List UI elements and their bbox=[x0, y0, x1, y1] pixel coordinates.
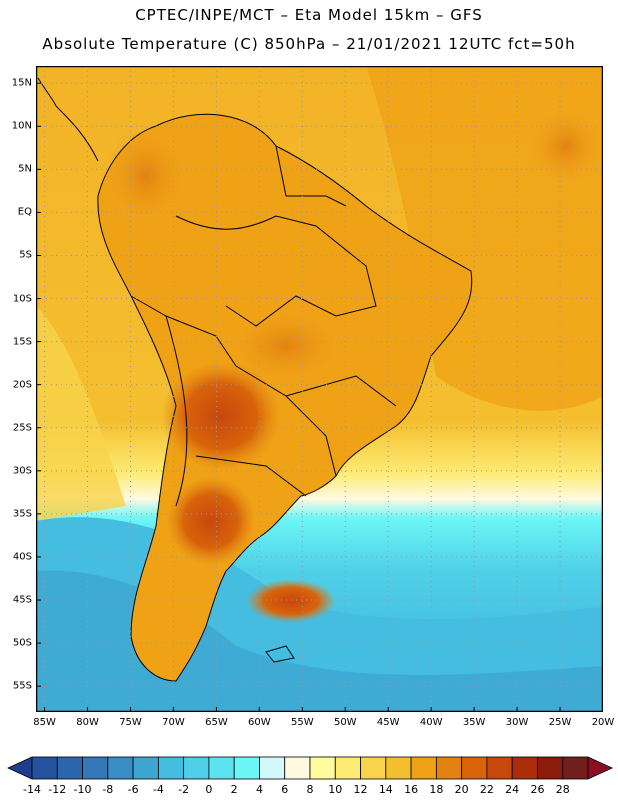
colorbar-swatch bbox=[284, 756, 311, 780]
lon-tick-label: 60W bbox=[248, 717, 271, 728]
colorbar-swatch bbox=[309, 756, 336, 780]
colorbar-label: 24 bbox=[505, 783, 520, 796]
temperature-map bbox=[36, 66, 603, 712]
lon-tick-label: 25W bbox=[548, 717, 572, 728]
colorbar-swatch bbox=[461, 756, 488, 780]
colorbar-swatch bbox=[562, 756, 589, 780]
colorbar-label: -10 bbox=[73, 783, 92, 796]
lat-tick-label: 25S bbox=[12, 422, 32, 434]
lat-tick-label: 15N bbox=[11, 77, 32, 89]
colorbar-label: 0 bbox=[205, 783, 213, 796]
colorbar-swatch bbox=[233, 756, 260, 780]
colorbar-swatch bbox=[82, 756, 109, 780]
colorbar-label: 22 bbox=[479, 783, 494, 796]
colorbar-swatch bbox=[385, 756, 412, 780]
lon-tick-label: 65W bbox=[205, 717, 228, 728]
lat-tick-label: 30S bbox=[12, 465, 32, 477]
colorbar-label: 8 bbox=[306, 783, 314, 796]
lat-tick-label: 5N bbox=[18, 163, 32, 175]
lat-tick-label: 35S bbox=[12, 508, 32, 520]
colorbar-label: -2 bbox=[178, 783, 190, 796]
map-canvas bbox=[36, 66, 603, 712]
lat-tick-label: 10S bbox=[12, 293, 32, 305]
lat-tick-label: 20S bbox=[12, 379, 32, 391]
hot-core-argentina bbox=[166, 476, 256, 566]
lat-tick-label: EQ bbox=[17, 206, 32, 218]
colorbar-label: -6 bbox=[127, 783, 139, 796]
colorbar-label: 20 bbox=[454, 783, 469, 796]
colorbar-label: 12 bbox=[353, 783, 368, 796]
colorbar-label: 10 bbox=[328, 783, 343, 796]
colorbar-swatch bbox=[183, 756, 210, 780]
colorbar-label: 4 bbox=[255, 783, 263, 796]
hot-core-chaco bbox=[161, 361, 281, 471]
lon-tick-label: 85W bbox=[33, 717, 56, 728]
colorbar-max-arrow bbox=[587, 756, 613, 780]
lon-tick-label: 35W bbox=[462, 717, 486, 728]
warm-patch-caribbean bbox=[526, 106, 603, 186]
lat-tick-label: 15S bbox=[12, 336, 32, 348]
lat-tick-label: 50S bbox=[12, 637, 32, 649]
lon-tick-label: 75W bbox=[119, 717, 142, 728]
colorbar-swatch bbox=[31, 756, 58, 780]
pacific-cool-tongue bbox=[36, 306, 126, 521]
coastlines bbox=[37, 77, 473, 682]
title-line-2: Absolute Temperature (C) 850hPa – 21/01/… bbox=[42, 35, 576, 53]
title-line-1: CPTEC/INPE/MCT – Eta Model 15km – GFS bbox=[135, 6, 483, 24]
colorbar-swatch bbox=[208, 756, 235, 780]
colorbar-swatch bbox=[334, 756, 361, 780]
lon-tick-label: 45W bbox=[376, 717, 400, 728]
lon-tick-label: 80W bbox=[76, 717, 99, 728]
colorbar-label: 14 bbox=[378, 783, 393, 796]
lon-tick-label: 70W bbox=[162, 717, 185, 728]
hot-core-patagonia-sea bbox=[246, 579, 336, 623]
colorbar-label: 26 bbox=[530, 783, 545, 796]
falklands bbox=[265, 645, 295, 663]
lat-tick-label: 10N bbox=[11, 120, 32, 132]
lon-tick-label: 55W bbox=[291, 717, 314, 728]
colorbar-label: 16 bbox=[404, 783, 419, 796]
colorbar-swatch bbox=[486, 756, 513, 780]
colorbar-swatch bbox=[360, 756, 387, 780]
colorbar-swatch bbox=[132, 756, 159, 780]
colorbar-swatch bbox=[107, 756, 134, 780]
lon-tick-label: 50W bbox=[333, 717, 357, 728]
colorbar-label: 6 bbox=[281, 783, 289, 796]
colorbar-label: -12 bbox=[48, 783, 67, 796]
warm-patch-north bbox=[101, 126, 191, 226]
lat-tick-label: 40S bbox=[12, 551, 32, 563]
colorbar-swatch bbox=[511, 756, 538, 780]
colorbar-swatch bbox=[410, 756, 437, 780]
lat-tick-label: 5S bbox=[19, 249, 32, 261]
lat-tick-label: 55S bbox=[12, 680, 32, 692]
lon-tick-label: 20W bbox=[591, 717, 615, 728]
colorbar-swatch bbox=[56, 756, 83, 780]
colorbar-label: -4 bbox=[152, 783, 164, 796]
colorbar-swatch bbox=[435, 756, 463, 780]
colorbar-swatch bbox=[537, 756, 564, 780]
colorbar-swatch bbox=[259, 756, 286, 780]
lon-tick-label: 40W bbox=[419, 717, 443, 728]
lat-tick-label: 45S bbox=[12, 594, 32, 606]
colorbar-swatch bbox=[157, 756, 185, 780]
lon-tick-label: 30W bbox=[505, 717, 529, 728]
colorbar-min-arrow bbox=[7, 756, 33, 780]
colorbar-label: 28 bbox=[555, 783, 570, 796]
map-frame bbox=[36, 66, 603, 712]
colorbar-label: 18 bbox=[429, 783, 444, 796]
colorbar-label: -8 bbox=[102, 783, 114, 796]
colorbar-label: -14 bbox=[23, 783, 41, 796]
colorbar bbox=[7, 756, 613, 780]
colorbar-label: 2 bbox=[230, 783, 238, 796]
